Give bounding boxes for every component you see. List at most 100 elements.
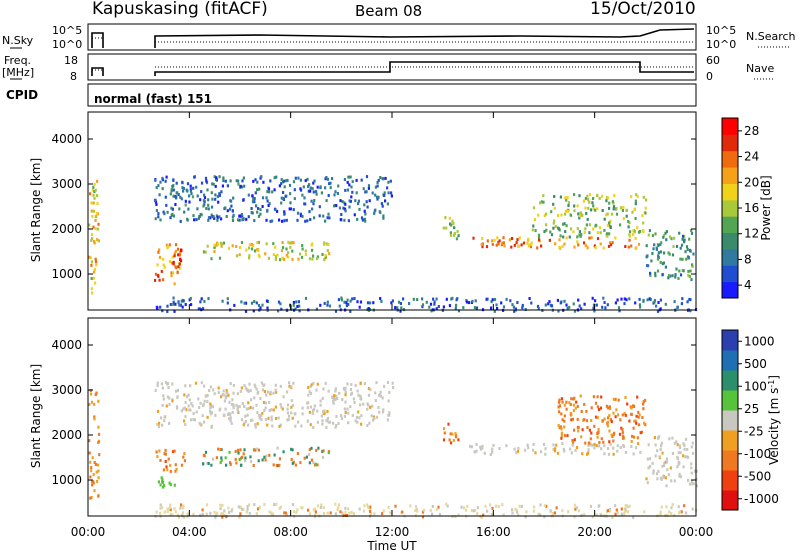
data-cell — [177, 265, 180, 269]
data-cell — [315, 190, 318, 193]
data-cell — [343, 207, 347, 211]
data-cell — [282, 191, 285, 194]
data-cell — [207, 207, 210, 211]
power-panel-frame — [87, 111, 697, 311]
data-cell — [325, 419, 328, 423]
data-cell — [621, 428, 624, 432]
data-cell — [181, 181, 184, 185]
data-cell — [244, 414, 247, 418]
data-cell — [280, 405, 283, 409]
data-cell — [431, 512, 434, 516]
data-cell — [167, 245, 170, 248]
data-cell — [287, 251, 290, 255]
data-cell — [592, 197, 595, 200]
data-cell — [217, 391, 220, 394]
data-cell — [383, 194, 386, 197]
data-cell — [665, 230, 668, 234]
data-cell — [164, 448, 167, 452]
data-cell — [324, 254, 327, 258]
data-cell — [188, 194, 191, 198]
data-cell — [681, 257, 684, 261]
data-cell — [199, 300, 202, 304]
data-cell — [491, 239, 494, 243]
data-cell — [593, 424, 596, 428]
data-cell — [172, 178, 175, 182]
data-cell — [214, 513, 218, 517]
data-cell — [543, 504, 546, 508]
data-cell — [343, 178, 346, 181]
data-cell — [369, 505, 372, 509]
data-cell — [239, 456, 243, 460]
data-cell — [335, 414, 338, 418]
data-cell — [558, 426, 561, 430]
data-cell — [350, 185, 353, 189]
data-cell — [513, 243, 516, 247]
data-cell — [624, 510, 627, 514]
data-cell — [573, 438, 576, 442]
colorbar-swatch — [722, 330, 738, 351]
data-cell — [225, 463, 228, 467]
data-cell — [362, 402, 365, 406]
data-cell — [594, 299, 597, 303]
data-cell — [231, 215, 234, 219]
data-cell — [370, 414, 373, 418]
data-cell — [246, 413, 249, 417]
data-cell — [516, 238, 519, 242]
data-cell — [155, 450, 158, 454]
data-cell — [597, 428, 600, 431]
data-cell — [252, 244, 255, 248]
data-cell — [614, 512, 617, 516]
freq-label-2: [MHz] — [2, 66, 34, 79]
data-cell — [578, 216, 581, 220]
data-cell — [657, 301, 660, 304]
data-cell — [229, 382, 232, 385]
data-cell — [177, 247, 180, 251]
data-cell — [550, 210, 553, 214]
data-cell — [552, 443, 555, 447]
data-cell — [172, 302, 175, 306]
data-cell — [276, 253, 279, 257]
data-cell — [630, 406, 633, 410]
data-cell — [473, 450, 476, 454]
data-cell — [331, 396, 334, 400]
data-cell — [206, 394, 209, 397]
data-cell — [174, 249, 178, 253]
data-cell — [600, 437, 603, 441]
y-tick-label: 1000 — [51, 267, 82, 281]
data-cell — [690, 471, 693, 475]
data-cell — [554, 242, 557, 246]
data-cell — [595, 513, 598, 517]
data-cell — [599, 242, 602, 246]
colorbar-swatch — [722, 248, 738, 266]
data-cell — [214, 184, 217, 188]
data-cell — [93, 190, 96, 193]
data-cell — [290, 307, 293, 311]
data-cell — [576, 404, 579, 408]
data-cell — [470, 508, 473, 512]
data-cell — [303, 456, 306, 460]
data-cell — [387, 191, 390, 195]
data-cell — [360, 178, 363, 182]
data-cell — [92, 193, 95, 197]
data-cell — [603, 444, 606, 448]
freq-trace — [91, 61, 694, 76]
data-cell — [560, 213, 563, 217]
data-cell — [181, 305, 184, 309]
data-cell — [379, 390, 382, 394]
data-cell — [266, 306, 269, 310]
data-cell — [211, 405, 214, 409]
data-cell — [655, 246, 658, 250]
data-cell — [259, 208, 262, 212]
data-cell — [653, 299, 657, 302]
data-cell — [159, 305, 162, 309]
data-cell — [598, 226, 601, 230]
data-cell — [521, 303, 524, 307]
data-cell — [221, 184, 224, 188]
data-cell — [532, 224, 535, 228]
data-cell — [646, 457, 649, 461]
data-cell — [599, 406, 603, 410]
data-cell — [551, 512, 554, 515]
data-cell — [311, 411, 314, 415]
data-cell — [651, 252, 654, 255]
data-cell — [189, 189, 193, 193]
